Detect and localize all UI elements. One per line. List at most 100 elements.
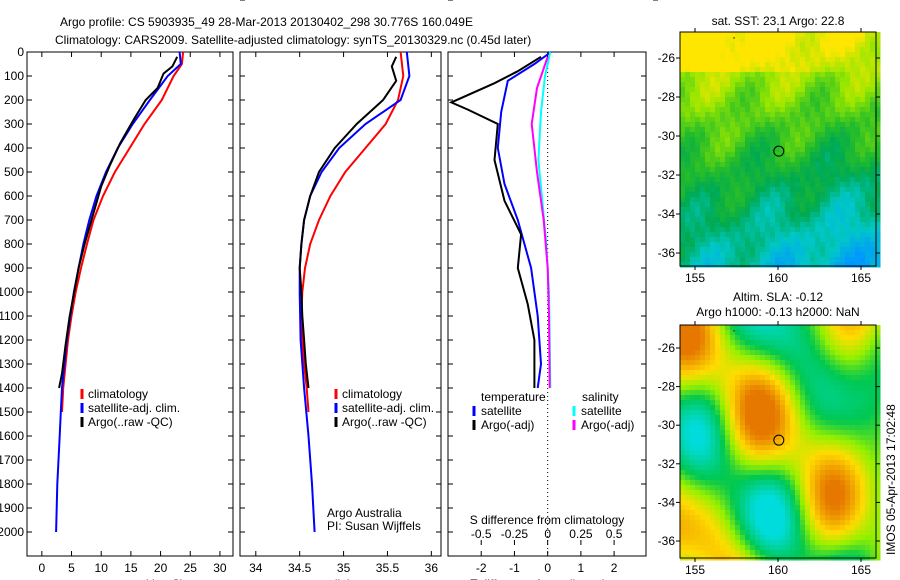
- map-cell: [690, 530, 696, 536]
- map-cell: [760, 440, 766, 446]
- map-cell: [765, 410, 771, 416]
- map-cell: [745, 490, 751, 496]
- map-cell: [735, 490, 741, 496]
- map-cell: [865, 510, 871, 516]
- map-cell: [700, 450, 706, 456]
- map-cell: [780, 132, 786, 138]
- map-cell: [695, 515, 701, 521]
- map-cell: [795, 162, 801, 168]
- map-cell: [775, 525, 781, 531]
- map-cell: [770, 177, 776, 183]
- map-cell: [865, 530, 871, 536]
- map-cell: [720, 410, 726, 416]
- map-cell: [745, 510, 751, 516]
- map-cell: [705, 525, 711, 531]
- map-cell: [705, 132, 711, 138]
- map-cell: [760, 137, 766, 143]
- map-cell: [705, 465, 711, 471]
- map-cell: [815, 330, 821, 336]
- map-cell: [700, 525, 706, 531]
- map-cell: [865, 112, 871, 118]
- map-cell: [695, 92, 701, 98]
- map-cell: [705, 375, 711, 381]
- map-cell: [840, 112, 846, 118]
- map-cell: [745, 460, 751, 466]
- map-cell: [785, 227, 791, 233]
- map-cell: [850, 252, 856, 258]
- map-cell: [865, 485, 871, 491]
- map-cell: [680, 440, 686, 446]
- map-cell: [710, 32, 716, 38]
- map-cell: [845, 330, 851, 336]
- map-cell: [855, 335, 861, 341]
- map-cell: [840, 330, 846, 336]
- x-tick-label: 0: [544, 561, 551, 575]
- map-cell: [855, 72, 861, 78]
- map-cell: [825, 152, 831, 158]
- map-cell: [860, 62, 866, 68]
- map-cell: [740, 480, 746, 486]
- map-cell: [850, 117, 856, 123]
- map-cell: [740, 395, 746, 401]
- map-cell: [820, 475, 826, 481]
- map-cell: [790, 147, 796, 153]
- map-cell: [800, 207, 806, 213]
- map-cell: [715, 177, 721, 183]
- map-cell: [765, 122, 771, 128]
- map-cell: [825, 520, 831, 526]
- map-cell: [735, 495, 741, 501]
- map-cell: [805, 525, 811, 531]
- map-cell: [845, 102, 851, 108]
- map-cell: [790, 187, 796, 193]
- map-cell: [770, 242, 776, 248]
- y-tick-label: 1200: [0, 333, 24, 347]
- map-cell: [830, 217, 836, 223]
- map-cell: [800, 67, 806, 73]
- map-cell: [745, 47, 751, 53]
- map-cell: [760, 142, 766, 148]
- map-cell: [830, 47, 836, 53]
- map-x-tick-label: 165: [851, 271, 871, 285]
- map-cell: [730, 162, 736, 168]
- map-cell: [775, 72, 781, 78]
- map-cell: [760, 117, 766, 123]
- map-cell: [860, 485, 866, 491]
- map-cell: [860, 232, 866, 238]
- map-cell: [850, 57, 856, 63]
- map-cell: [810, 152, 816, 158]
- map-cell: [830, 107, 836, 113]
- map-cell: [875, 555, 881, 561]
- map-cell: [860, 550, 866, 556]
- map-cell: [860, 545, 866, 551]
- map-cell: [830, 57, 836, 63]
- map-cell: [730, 92, 736, 98]
- map-cell: [830, 87, 836, 93]
- map-cell: [840, 400, 846, 406]
- map-cell: [700, 32, 706, 38]
- map-cell: [725, 247, 731, 253]
- map-cell: [715, 505, 721, 511]
- map-cell: [745, 485, 751, 491]
- map-cell: [745, 470, 751, 476]
- map-cell: [785, 425, 791, 431]
- map-cell: [775, 92, 781, 98]
- map-cell: [795, 212, 801, 218]
- map-cell: [850, 470, 856, 476]
- map-cell: [850, 355, 856, 361]
- map-cell: [850, 182, 856, 188]
- map-cell: [710, 360, 716, 366]
- map-cell: [865, 525, 871, 531]
- map-cell: [800, 510, 806, 516]
- map-cell: [770, 117, 776, 123]
- map-cell: [685, 545, 691, 551]
- map-cell: [855, 217, 861, 223]
- map-cell: [760, 122, 766, 128]
- map-cell: [850, 475, 856, 481]
- map-cell: [735, 142, 741, 148]
- map-cell: [745, 137, 751, 143]
- map-cell: [755, 450, 761, 456]
- map-cell: [790, 92, 796, 98]
- map-cell: [720, 455, 726, 461]
- map-cell: [840, 247, 846, 253]
- map-cell: [825, 490, 831, 496]
